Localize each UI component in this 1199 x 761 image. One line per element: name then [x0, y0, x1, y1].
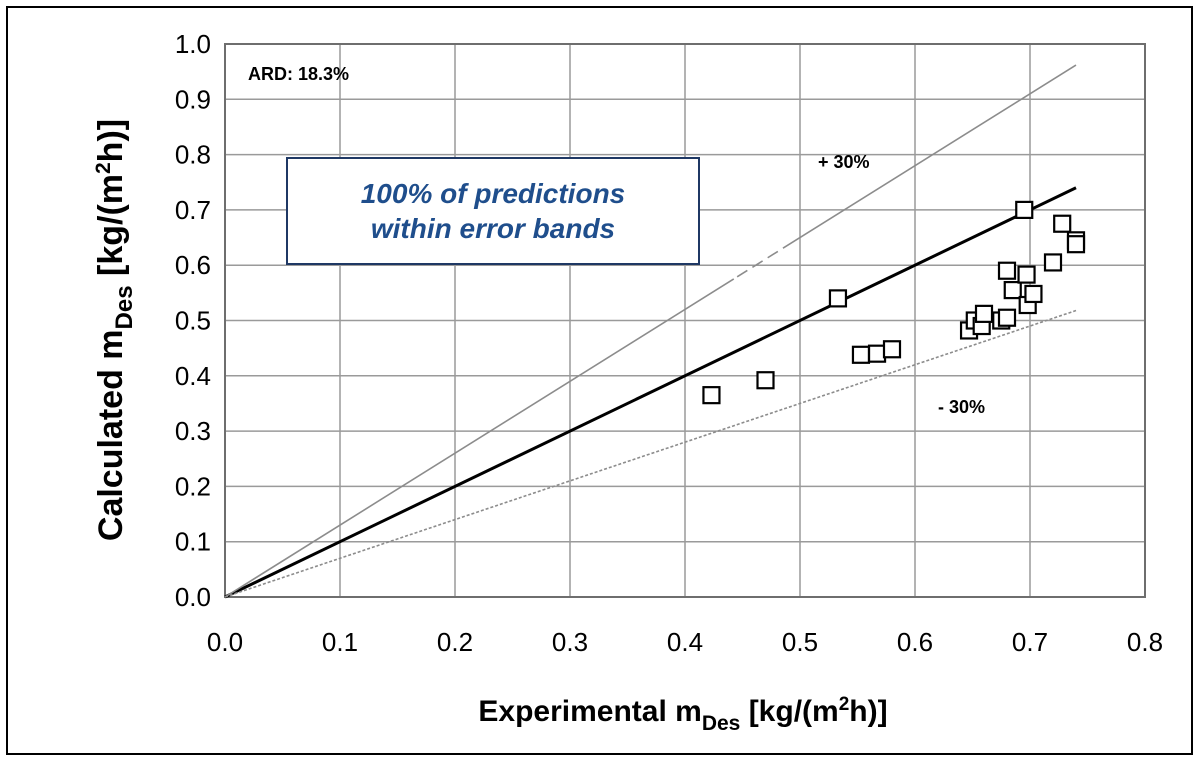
- y-tick-label: 0.4: [175, 361, 211, 391]
- y-tick-label: 0.6: [175, 250, 211, 280]
- parity-line: [224, 186, 1077, 599]
- predictions-callout: 100% of predictions within error bands: [286, 157, 700, 265]
- y-tick-label: 0.0: [175, 582, 211, 612]
- data-point-marker: [1053, 214, 1072, 233]
- x-tick-label: 0.0: [207, 627, 243, 657]
- callout-line-1: 100% of predictions: [360, 178, 626, 209]
- data-point-marker: [997, 308, 1017, 327]
- y-tick-labels: 0.0 0.1 0.2 0.3 0.4 0.5 0.6 0.7 0.8 0.9 1.0: [175, 29, 211, 612]
- x-tick-label: 0.4: [667, 627, 703, 657]
- data-point-marker: [997, 261, 1017, 280]
- data-point-marker: [1066, 235, 1086, 254]
- x-axis-title: Experimental mDes [kg/(m2h)]: [478, 694, 887, 735]
- y-tick-label: 0.1: [175, 527, 211, 557]
- y-tick-label: 0.7: [175, 195, 211, 225]
- ard-annotation: ARD: 18.3%: [248, 64, 349, 84]
- y-tick-label: 1.0: [175, 29, 211, 59]
- data-point-marker: [756, 371, 775, 390]
- x-tick-label: 0.1: [322, 627, 358, 657]
- data-point-marker: [828, 289, 848, 308]
- data-point-marker: [851, 345, 871, 364]
- x-tick-label: 0.2: [437, 627, 473, 657]
- plus-30-annotation: + 30%: [818, 152, 870, 172]
- y-tick-label: 0.3: [175, 416, 211, 446]
- x-tick-labels: 0.0 0.1 0.2 0.3 0.4 0.5 0.6 0.7 0.8: [207, 627, 1163, 657]
- data-point-marker: [1003, 280, 1022, 300]
- plus_band-line: [224, 64, 1077, 598]
- x-tick-label: 0.5: [782, 627, 818, 657]
- y-tick-label: 0.8: [175, 140, 211, 170]
- callout-line-2: within error bands: [370, 213, 616, 244]
- y-tick-label: 0.5: [175, 306, 211, 336]
- data-point-marker: [882, 340, 902, 359]
- grid: [224, 43, 1146, 598]
- x-tick-label: 0.6: [897, 627, 933, 657]
- data-point-marker: [867, 344, 887, 363]
- x-tick-label: 0.7: [1012, 627, 1048, 657]
- minus-30-annotation: - 30%: [938, 397, 985, 417]
- data-point-marker: [974, 304, 994, 323]
- y-tick-label: 0.9: [175, 84, 211, 114]
- data-point-marker: [1043, 253, 1063, 272]
- data-point-marker: [1017, 265, 1036, 284]
- plot-border: [224, 43, 1146, 598]
- y-tick-label: 0.2: [175, 471, 211, 501]
- y-axis-title: Calculated mDes [kg/(m2h)]: [92, 119, 138, 541]
- x-tick-label: 0.3: [552, 627, 588, 657]
- x-tick-label: 0.8: [1127, 627, 1163, 657]
- data-points: [702, 200, 1086, 405]
- data-point-marker: [1015, 200, 1034, 219]
- data-point-marker: [1024, 284, 1043, 304]
- data-point-marker: [702, 386, 721, 405]
- reference-lines: [224, 64, 1077, 599]
